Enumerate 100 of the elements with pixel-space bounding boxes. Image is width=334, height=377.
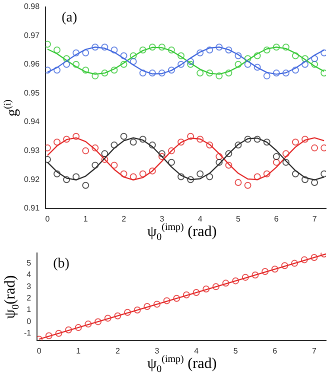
point <box>110 162 118 169</box>
point <box>291 260 298 267</box>
point <box>110 46 118 54</box>
point <box>196 170 204 178</box>
y-tick-label: 0 <box>26 316 32 326</box>
point <box>202 286 210 293</box>
x-tick-label: 4 <box>194 346 200 356</box>
x-axis-title: ψ$_{0}$$^{(imp)}$ (rad) <box>146 354 218 375</box>
y-tick-label: 1 <box>26 305 32 314</box>
x-tick-label: 3 <box>160 214 165 224</box>
point <box>311 55 318 62</box>
point <box>110 142 118 149</box>
point <box>130 138 137 146</box>
point <box>104 314 112 322</box>
point <box>263 46 270 54</box>
y-tick-label: 0.97 <box>24 30 40 40</box>
x-tick-label: 5 <box>233 346 238 356</box>
point <box>120 132 128 140</box>
point <box>72 60 80 68</box>
annotation: (b) <box>53 256 70 272</box>
point <box>92 162 99 169</box>
point <box>148 142 156 149</box>
point <box>302 136 309 143</box>
x-tick-label: 7 <box>312 214 318 224</box>
point <box>272 158 280 166</box>
y-tick-label: 0.91 <box>24 204 40 213</box>
x-tick-label: 6 <box>272 346 278 356</box>
point <box>282 150 290 158</box>
point <box>92 72 99 80</box>
y-tick-label: 0.98 <box>24 2 40 12</box>
point <box>212 283 220 290</box>
point <box>292 66 299 74</box>
point <box>263 72 270 80</box>
point <box>144 303 151 310</box>
point <box>72 173 80 180</box>
y-tick-label: 0.92 <box>24 174 40 184</box>
point <box>234 178 242 186</box>
point <box>92 144 99 152</box>
point <box>254 52 261 60</box>
point <box>242 274 249 281</box>
point <box>311 178 318 186</box>
point <box>139 46 146 54</box>
point <box>130 52 137 60</box>
x-axis-title: ψ$_{0}$$^{(imp)}$ (rad) <box>146 222 218 243</box>
point <box>311 60 318 68</box>
point <box>225 150 232 158</box>
point <box>254 64 261 71</box>
point <box>120 170 128 178</box>
point <box>216 44 223 51</box>
point <box>244 60 252 68</box>
point <box>178 52 185 60</box>
point <box>130 173 137 180</box>
point <box>101 44 108 51</box>
y-tick-label: -1 <box>24 328 32 338</box>
point <box>54 46 61 54</box>
point <box>196 49 204 56</box>
point <box>65 326 72 334</box>
point <box>282 44 290 51</box>
point <box>206 173 214 180</box>
point <box>271 266 278 273</box>
point <box>254 173 261 180</box>
point <box>225 70 232 77</box>
point <box>182 291 190 298</box>
point <box>148 167 156 174</box>
point <box>216 72 223 80</box>
point <box>54 138 61 146</box>
x-tick-label: 7 <box>312 346 317 356</box>
point <box>178 173 185 180</box>
point <box>124 308 132 316</box>
point <box>158 150 166 158</box>
point <box>254 136 261 143</box>
point <box>187 132 194 140</box>
point <box>101 150 108 158</box>
point <box>84 320 92 328</box>
point <box>263 138 270 146</box>
point <box>232 277 240 284</box>
point <box>120 60 128 68</box>
point <box>168 66 175 74</box>
point <box>54 170 61 178</box>
annotation: (a) <box>62 10 78 26</box>
x-tick-label: 1 <box>76 346 82 356</box>
point <box>272 70 280 77</box>
point <box>139 136 146 143</box>
point <box>196 136 204 143</box>
point <box>310 254 318 261</box>
point <box>178 60 185 68</box>
point <box>262 268 269 275</box>
point <box>272 44 280 51</box>
x-tick-label: 2 <box>115 346 120 356</box>
point <box>244 182 252 189</box>
point <box>130 58 137 66</box>
point <box>216 158 223 166</box>
point <box>234 60 242 68</box>
x-tick-label: 0 <box>45 214 50 224</box>
point <box>92 44 99 51</box>
point <box>281 262 288 270</box>
point <box>163 297 170 304</box>
point <box>206 142 214 149</box>
point <box>302 60 309 68</box>
point <box>55 330 62 337</box>
